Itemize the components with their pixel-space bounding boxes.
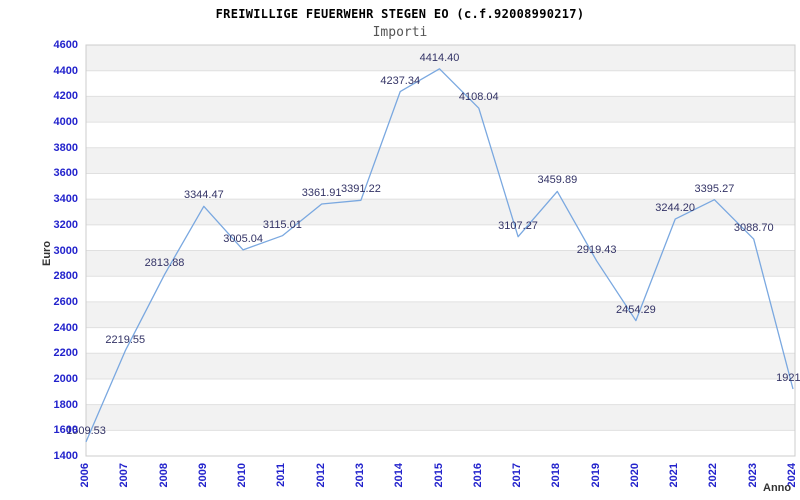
- x-tick-2008: 2008: [157, 463, 170, 488]
- point-label-2012: 3361.91: [301, 187, 342, 200]
- y-tick-2800: 2800: [53, 270, 78, 283]
- point-label-2011: 3115.01: [262, 218, 302, 231]
- point-label-2020: 2454.29: [615, 303, 656, 316]
- point-label-2009: 3344.47: [183, 189, 224, 202]
- point-label-2019: 2919.43: [576, 243, 617, 256]
- x-tick-2013: 2013: [353, 463, 366, 488]
- band: [86, 45, 795, 71]
- band: [86, 147, 795, 174]
- x-tick-2006: 2006: [79, 463, 91, 488]
- x-tick-2017: 2017: [511, 463, 524, 488]
- y-tick-3200: 3200: [53, 218, 78, 231]
- point-label-2014: 4237.34: [380, 74, 421, 87]
- point-label-2006: 1509.53: [66, 424, 106, 437]
- y-tick-3000: 3000: [53, 244, 78, 257]
- point-label-2017: 3107.27: [498, 219, 538, 232]
- y-tick-3600: 3600: [53, 167, 78, 180]
- series-line-importi: [85, 68, 794, 443]
- y-tick-2600: 2600: [53, 295, 78, 308]
- y-tick-2200: 2200: [53, 347, 78, 360]
- point-label-2015: 4414.40: [419, 51, 460, 64]
- y-tick-2400: 2400: [53, 321, 78, 334]
- x-tick-2022: 2022: [707, 463, 720, 488]
- point-label-2007: 2219.55: [105, 333, 146, 346]
- point-label-2016: 4108.04: [458, 91, 499, 104]
- y-tick-4200: 4200: [53, 90, 78, 103]
- y-tick-4600: 4600: [53, 39, 78, 51]
- chart-title: FREIWILLIGE FEUERWEHR STEGEN EO (c.f.920…: [215, 7, 585, 21]
- x-tick-2021: 2021: [668, 463, 681, 488]
- x-tick-2014: 2014: [393, 463, 406, 488]
- x-tick-2011: 2011: [275, 463, 288, 487]
- x-tick-2019: 2019: [589, 463, 602, 488]
- point-label-2008: 2813.88: [144, 257, 185, 270]
- point-label-2013: 3391.22: [341, 183, 381, 196]
- x-tick-2009: 2009: [196, 463, 209, 488]
- y-tick-4400: 4400: [53, 64, 78, 77]
- point-label-2018: 3459.89: [537, 174, 578, 187]
- band: [86, 404, 795, 431]
- band: [86, 250, 795, 277]
- y-tick-3400: 3400: [53, 193, 78, 206]
- band: [86, 353, 795, 379]
- x-tick-2016: 2016: [471, 463, 484, 488]
- x-tick-2018: 2018: [550, 463, 563, 488]
- point-label-2021: 3244.20: [655, 202, 696, 215]
- plot-border: [85, 44, 796, 457]
- point-label-2023: 3088.70: [733, 222, 774, 235]
- band: [86, 199, 795, 225]
- y-tick-1800: 1800: [53, 398, 78, 411]
- x-tick-2007: 2007: [118, 463, 131, 488]
- band: [86, 301, 795, 328]
- y-tick-1400: 1400: [53, 450, 78, 462]
- y-axis-title: Euro: [41, 240, 53, 266]
- y-tick-1600: 1600: [53, 424, 78, 437]
- x-tick-2010: 2010: [236, 463, 249, 488]
- chart-subtitle: Importi: [372, 25, 428, 40]
- x-axis-title: Anno: [763, 482, 792, 494]
- y-tick-3800: 3800: [53, 141, 78, 154]
- y-tick-4000: 4000: [53, 116, 78, 129]
- x-tick-2023: 2023: [746, 463, 759, 488]
- point-label-2022: 3395.27: [694, 182, 735, 195]
- point-label-2024: 1921.7: [776, 371, 800, 384]
- y-tick-2000: 2000: [53, 372, 78, 385]
- band: [86, 96, 795, 123]
- x-tick-2015: 2015: [432, 463, 445, 488]
- x-tick-2012: 2012: [314, 463, 327, 488]
- point-label-2010: 3005.04: [223, 232, 263, 245]
- x-tick-2020: 2020: [628, 463, 641, 488]
